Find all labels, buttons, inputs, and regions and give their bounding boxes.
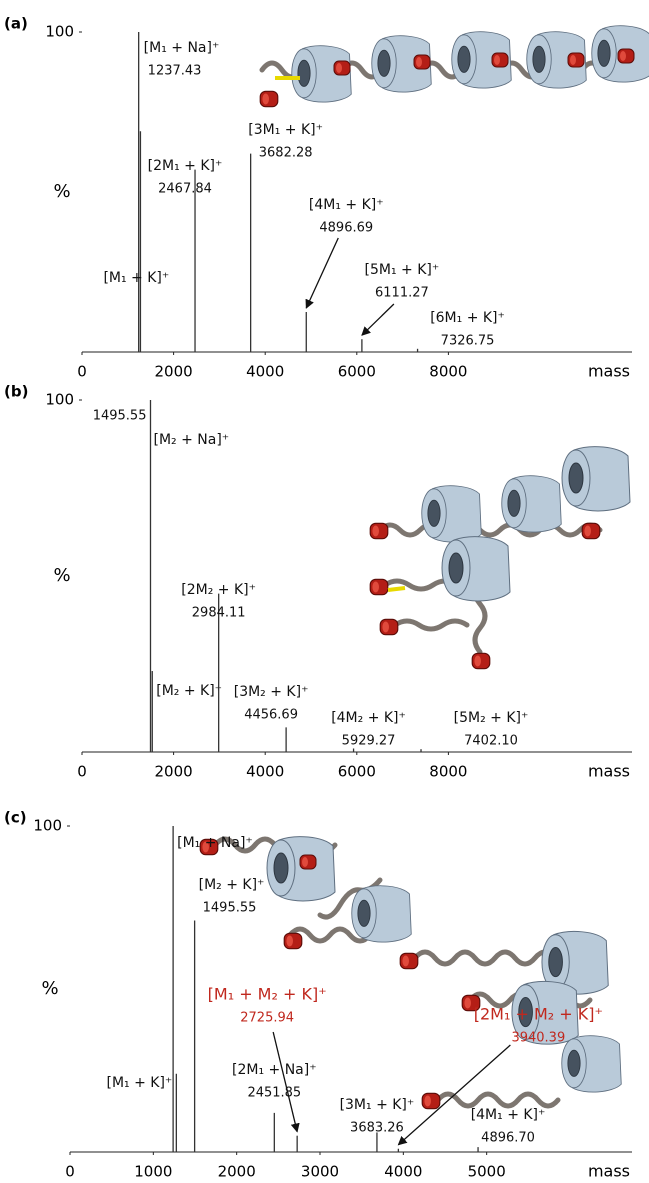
ion-label: [6M₁ + K]⁺ — [430, 310, 505, 326]
ion-label: [2M₂ + K]⁺ — [181, 582, 256, 598]
ion-label: [M₁ + K]⁺ — [103, 270, 169, 286]
cartoon-b — [369, 446, 631, 670]
x-axis-label: mass — [588, 1162, 630, 1180]
arrow — [272, 1031, 300, 1133]
cartoon-c — [199, 836, 622, 1110]
x-tick-label: 2000 — [155, 363, 193, 381]
mass-label: 5929.27 — [342, 734, 396, 749]
x-tick-label: 0 — [77, 363, 87, 381]
mass-label: 2984.11 — [192, 606, 246, 621]
x-tick-label: 2000 — [218, 1163, 256, 1180]
y-tick-label: 100 — [45, 391, 74, 409]
x-tick-label: 0 — [65, 1163, 75, 1180]
arrow — [397, 1044, 511, 1146]
x-tick-label: 3000 — [301, 1163, 339, 1180]
mass-label: 2725.94 — [240, 1011, 294, 1026]
ion-label: [2M₁ + K]⁺ — [148, 158, 223, 174]
ion-label: [4M₁ + K]⁺ — [471, 1107, 546, 1123]
ion-label: [4M₁ + K]⁺ — [309, 197, 384, 213]
y-axis-label: % — [53, 565, 70, 586]
ion-label: [2M₁ + Na]⁺ — [232, 1062, 317, 1078]
cartoon-a — [259, 25, 649, 108]
y-axis-label: % — [41, 978, 58, 999]
x-axis-label: mass — [588, 762, 630, 781]
panel-label: (b) — [4, 383, 28, 401]
mass-label: 6111.27 — [375, 286, 429, 301]
ion-label: [M₁ + K]⁺ — [107, 1075, 173, 1091]
x-tick-label: 1000 — [134, 1163, 172, 1180]
ion-label: [M₂ + Na]⁺ — [153, 432, 229, 448]
x-tick-label: 4000 — [246, 763, 284, 781]
ion-label: [M₂ + K]⁺ — [199, 877, 265, 893]
mass-label: 2451.85 — [247, 1086, 301, 1101]
mass-label: 1495.55 — [93, 409, 147, 424]
x-tick-label: 6000 — [338, 363, 376, 381]
x-tick-label: 4000 — [246, 363, 284, 381]
ion-label: [4M₂ + K]⁺ — [331, 710, 406, 726]
ion-label: [M₂ + K]⁺ — [156, 683, 222, 699]
mass-label: 1495.55 — [203, 901, 257, 916]
y-axis-label: % — [53, 181, 70, 202]
mass-label: 4896.69 — [319, 221, 373, 236]
y-tick-label: 100 — [45, 23, 74, 41]
x-tick-label: 0 — [77, 763, 87, 781]
ion-label: [3M₁ + K]⁺ — [248, 122, 323, 138]
panel-label: (c) — [4, 809, 27, 827]
x-tick-label: 4000 — [384, 1163, 422, 1180]
ion-label: [3M₁ + K]⁺ — [340, 1097, 415, 1113]
mass-label: 3940.39 — [511, 1031, 565, 1046]
mass-label: 4456.69 — [244, 708, 298, 723]
arrow — [305, 237, 339, 309]
mass-label: 3683.26 — [350, 1121, 404, 1136]
x-axis-label: mass — [588, 362, 630, 381]
ion-label: [M₁ + Na]⁺ — [177, 835, 253, 851]
x-tick-label: 2000 — [155, 763, 193, 781]
ion-label: [M₁ + Na]⁺ — [144, 40, 220, 56]
y-tick-label: 100 — [33, 817, 62, 835]
arrow — [361, 303, 395, 336]
x-tick-label: 8000 — [429, 363, 467, 381]
ion-label: [5M₂ + K]⁺ — [454, 710, 529, 726]
mass-label: 2467.84 — [158, 182, 212, 197]
ion-label: [2M₁ + M₂ + K]⁺ — [474, 1005, 603, 1024]
panel-label: (a) — [4, 15, 28, 33]
mass-label: 4896.70 — [481, 1131, 535, 1146]
x-tick-label: 6000 — [338, 763, 376, 781]
mass-label: 1237.43 — [148, 64, 202, 79]
mass-label: 7326.75 — [441, 334, 495, 349]
x-tick-label: 5000 — [468, 1163, 506, 1180]
ion-label: [3M₂ + K]⁺ — [234, 684, 309, 700]
ion-label: [M₁ + M₂ + K]⁺ — [208, 985, 327, 1004]
ion-label: [5M₁ + K]⁺ — [365, 262, 440, 278]
x-tick-label: 8000 — [429, 763, 467, 781]
mass-label: 3682.28 — [259, 146, 313, 161]
mass-label: 7402.10 — [464, 734, 518, 749]
